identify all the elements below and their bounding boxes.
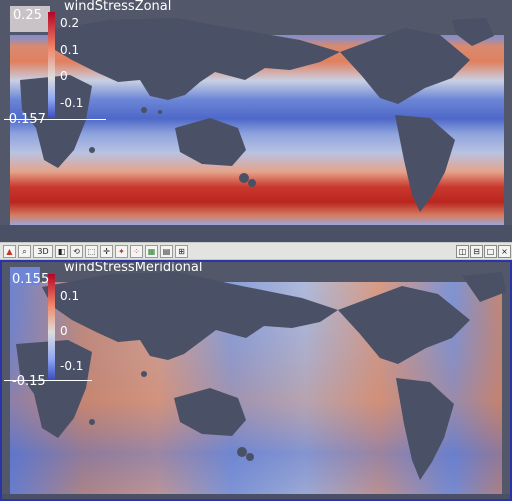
legend-tick-label: 0.1 [60,289,80,303]
select-icon[interactable]: ⬚ [85,245,98,258]
select-points-icon[interactable]: ⁘ [130,245,143,258]
legend-tick-label: 0 [60,69,68,83]
grid-icon[interactable]: ⊞ [175,245,188,258]
legend-range-min-line [4,380,92,381]
select-cells-icon[interactable]: ▦ [145,245,158,258]
land-masses [0,18,512,242]
legend-tick-label: 0.2 [60,16,80,30]
meridional-color-legend-bar [48,274,55,380]
legend-tick-label: 0 [60,324,68,338]
land-masses [2,272,510,499]
reset-camera-icon[interactable]: ⟲ [70,245,83,258]
close-icon[interactable]: × [498,245,511,258]
legend-range-min: -0.15 [12,374,46,389]
meridional-wind-stress-map [2,262,510,499]
view-title: windStressMeridional [64,260,203,275]
grid-icon[interactable]: ▤ [160,245,173,258]
split-horizontal-icon[interactable]: ◫ [456,245,469,258]
legend-tick-label: -0.1 [60,359,84,373]
camera-icon[interactable]: ◧ [55,245,68,258]
legend-tick-label: -0.1 [60,96,84,110]
zonal-wind-stress-map [0,0,512,242]
legend-range-max: 0.155 [12,272,50,287]
legend-tick-label: 0.1 [60,43,80,57]
interact-icon[interactable]: ✦ [115,245,128,258]
split-vertical-icon[interactable]: ⊟ [470,245,483,258]
pick-icon[interactable]: ✛ [100,245,113,258]
zonal-color-legend-bar [48,12,55,118]
view-title: windStressZonal [64,0,172,14]
view-toolbar: ▲ ⌕ 3D ◧ ⟲ ⬚ ✛ ✦ ⁘ ▦ ▤ ⊞ ◫ ⊟ □ × [0,242,512,260]
render-view-bottom[interactable]: windStressMeridional 0.155 -0.15 0.1 0 -… [0,260,512,501]
split-view-icon[interactable]: ▲ [3,245,16,258]
view-3d-button[interactable]: 3D [33,245,53,258]
maximize-icon[interactable]: □ [484,245,497,258]
legend-range-min: -0.157 [4,112,46,127]
legend-range-max: 0.25 [13,8,42,23]
render-view-top[interactable]: windStressZonal 0.25 -0.157 0.2 0.1 0 -0… [0,0,512,242]
legend-range-min-line [4,119,106,120]
zoom-icon[interactable]: ⌕ [18,245,31,258]
